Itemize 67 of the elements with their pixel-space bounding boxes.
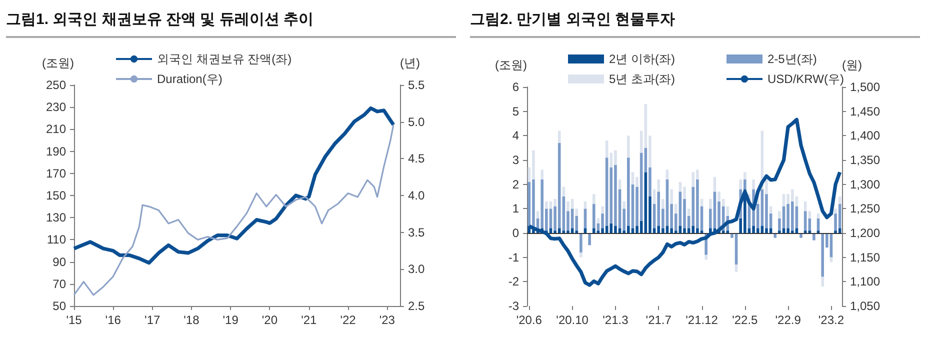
y-tick-label: -3 (508, 299, 520, 313)
y-tick-label: 3 (512, 153, 520, 167)
y-axis-title: (조원) (495, 58, 527, 72)
y-tick-label: 170 (46, 166, 66, 180)
y-tick-label: 130 (46, 210, 66, 225)
y2-tick-label: 1,450 (850, 104, 880, 118)
y-tick-label: 50 (52, 299, 66, 313)
y2-axis-title: (원) (842, 58, 862, 72)
y-tick-label: 90 (52, 254, 66, 269)
chart-title: 그림2. 만기별 외국인 현물투자 (470, 0, 920, 38)
x-tick-label: '20.6 (516, 313, 542, 327)
y-tick-label: 150 (46, 188, 66, 202)
chart-title: 그림1. 외국인 채권보유 잔액 및 듀레이션 추이 (6, 0, 456, 38)
y-tick-label: 110 (46, 232, 66, 247)
x-tick-label: '17 (144, 313, 160, 327)
y-tick-label: 230 (46, 100, 66, 114)
x-tick-label: '22 (340, 313, 356, 327)
x-tick-label: '20.10 (556, 313, 589, 327)
y2-tick-label: 1,150 (850, 250, 880, 264)
legend-label: Duration(우) (157, 72, 222, 86)
y2-tick-label: 1,050 (850, 299, 880, 313)
y2-tick-label: 1,200 (850, 226, 880, 240)
x-tick-label: '15 (66, 313, 82, 327)
y-tick-label: 190 (46, 144, 66, 158)
y2-tick-label: 1,300 (850, 177, 880, 192)
y2-tick-label: 4.5 (408, 152, 426, 166)
x-tick-label: '21.3 (602, 313, 629, 327)
y-tick-label: 6 (512, 80, 520, 94)
legend-label: 2-5년(좌) (768, 52, 817, 66)
y2-tick-label: 5.5 (408, 78, 426, 92)
y2-tick-label: 4.0 (408, 188, 426, 202)
y2-tick-label: 5.0 (408, 114, 426, 129)
y-tick-label: 5 (512, 104, 520, 118)
x-tick-label: '22.5 (732, 313, 758, 327)
x-tick-label: '18 (184, 313, 200, 327)
x-tick-label: '23 (379, 313, 396, 327)
legend-label: 5년 초과(좌) (609, 72, 676, 86)
y2-tick-label: 1,500 (850, 80, 880, 94)
x-tick-label: '21.7 (646, 313, 672, 327)
y2-tick-label: 1,400 (850, 128, 880, 143)
y-tick-label: 4 (512, 128, 520, 143)
y-tick-label: 210 (46, 122, 66, 136)
legend-label: USD/KRW(우) (768, 72, 844, 86)
y-tick-label: -2 (508, 274, 520, 289)
y-tick-label: 70 (52, 276, 66, 291)
y-axis-title: (조원) (42, 56, 74, 70)
y2-tick-label: 2.5 (408, 299, 426, 313)
y2-axis-title: (년) (400, 56, 420, 70)
x-tick-label: '19 (222, 313, 239, 327)
y-tick-label: -1 (508, 250, 520, 264)
x-tick-label: '22.9 (775, 313, 802, 327)
x-tick-label: '21 (301, 313, 318, 327)
y2-tick-label: 1,350 (850, 153, 880, 167)
x-tick-label: '20 (262, 313, 278, 327)
y2-tick-label: 1,100 (850, 274, 880, 289)
y-tick-label: 250 (46, 78, 66, 92)
x-tick-label: '16 (105, 313, 122, 327)
x-tick-label: '21.12 (686, 313, 718, 327)
y-tick-label: 0 (512, 226, 520, 240)
y-tick-label: 1 (512, 202, 520, 216)
x-tick-label: '23.2 (818, 313, 844, 327)
y2-tick-label: 3.5 (408, 225, 426, 240)
y2-tick-label: 3.0 (408, 262, 426, 276)
y2-tick-label: 1,250 (850, 202, 880, 216)
legend-label: 외국인 채권보유 잔액(좌) (157, 52, 292, 66)
y-tick-label: 2 (512, 177, 520, 192)
legend-label: 2년 이하(좌) (609, 52, 676, 66)
